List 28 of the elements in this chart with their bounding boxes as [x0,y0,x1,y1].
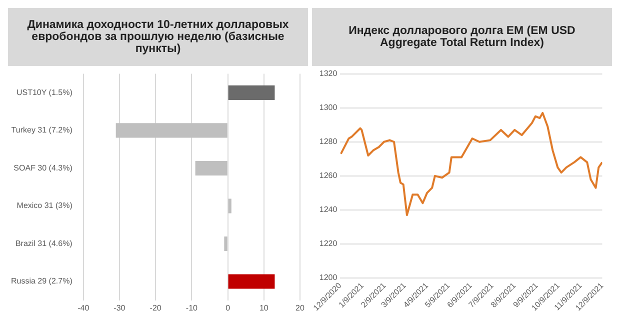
y-tick-label: 1300 [319,103,338,112]
x-tick-label: -10 [186,303,198,312]
x-tick-label: -40 [78,303,90,312]
y-tick-label: 1200 [319,273,338,282]
chart-title: Динамика доходности 10-летних долларовых евробондов за прошлую неделю (базисные пункты) [8,8,308,66]
y-tick-label: Russia 29 (2.7%) [11,276,73,286]
bar [228,85,275,100]
x-tick-label: 10 [259,303,269,312]
y-tick-label: 1320 [319,69,338,78]
x-tick-label: -20 [150,303,162,312]
chart-title: Индекс долларового долга EM (EM USD Aggregate Total Return Index) [312,8,612,66]
y-tick-label: Mexico 31 (3%) [16,201,73,210]
y-tick-label: Turkey 31 (7.2%) [11,126,73,135]
bar [224,236,228,252]
bar [228,198,232,214]
y-tick-label: 1280 [319,137,338,146]
x-tick-label: 0 [226,303,231,312]
y-tick-label: 1240 [319,205,338,214]
y-tick-label: Brazil 31 (4.6%) [15,238,73,248]
x-tick-label: 20 [296,303,305,312]
bar [228,274,275,289]
bar [195,160,228,176]
y-tick-label: 1220 [319,239,338,248]
x-tick-label: -30 [114,303,126,312]
y-tick-label: SOAF 30 (4.3%) [14,163,73,172]
y-tick-label: UST10Y (1.5%) [16,88,73,97]
bar [116,123,228,138]
y-tick-label: 1260 [319,171,338,180]
